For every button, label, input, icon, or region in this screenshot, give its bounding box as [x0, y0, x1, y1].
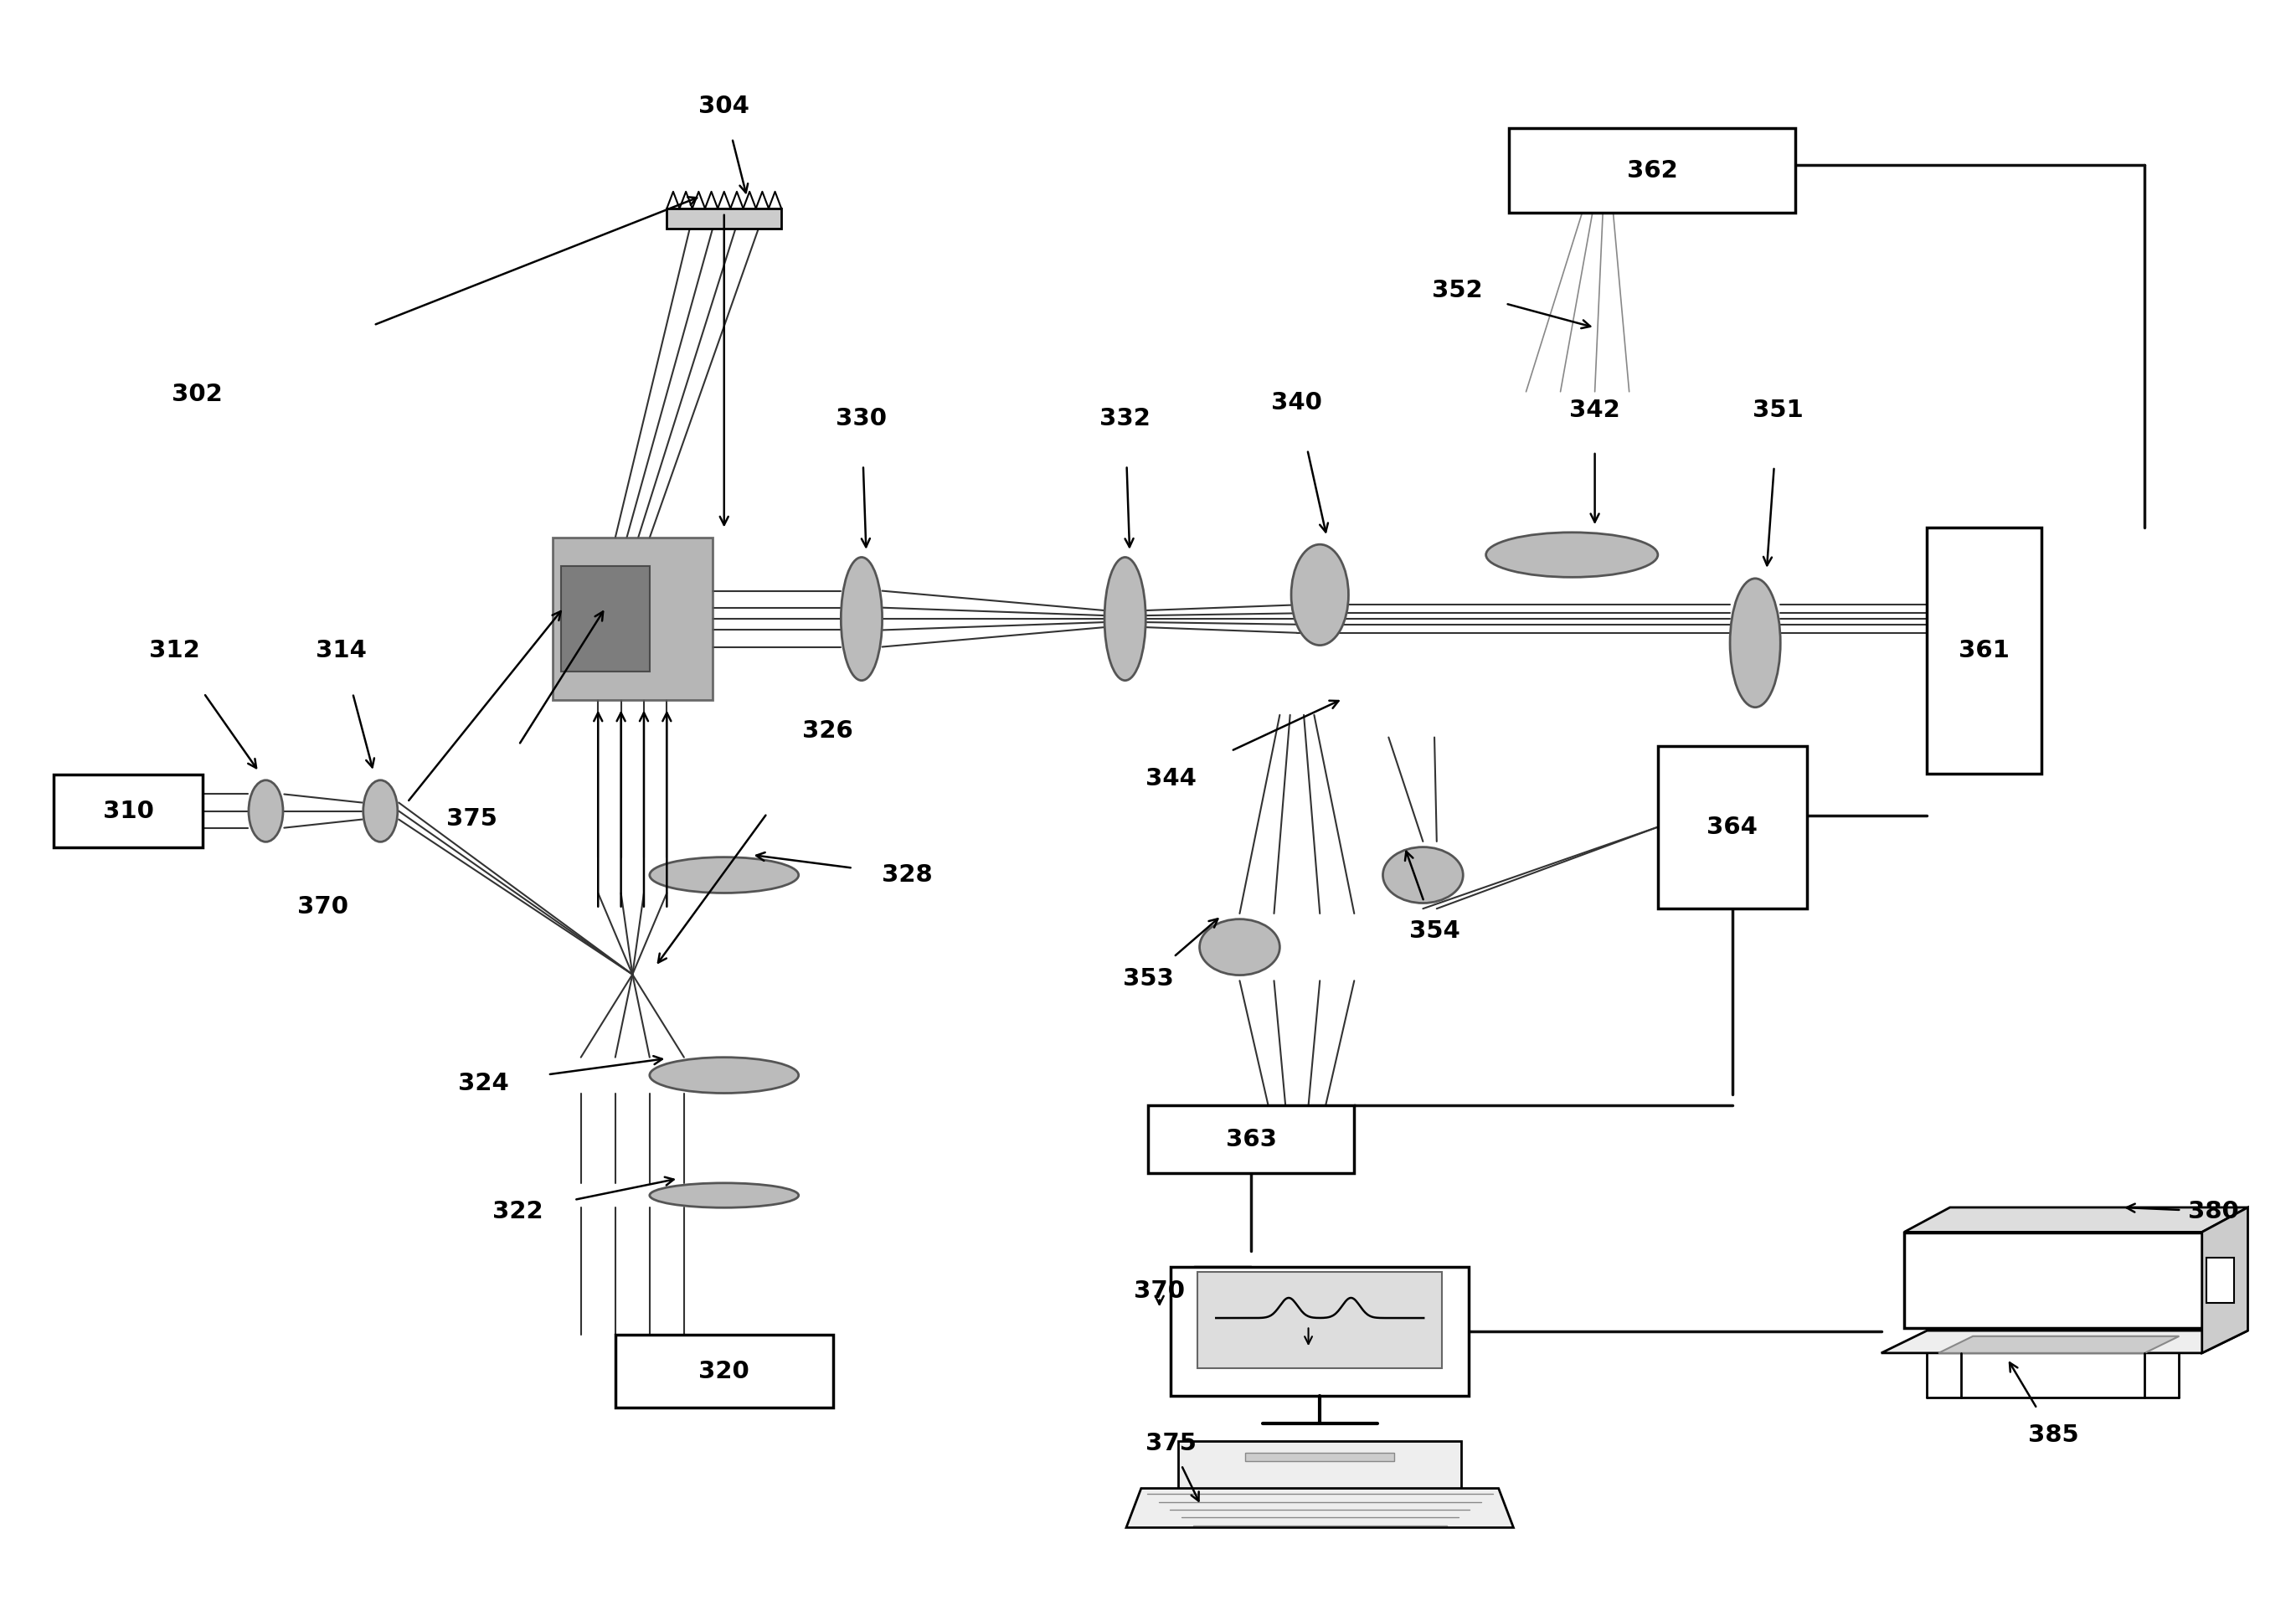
Polygon shape: [1903, 1208, 2248, 1232]
Text: 304: 304: [698, 95, 748, 119]
Bar: [1199, 1272, 1442, 1368]
Bar: [1903, 1232, 2202, 1328]
Polygon shape: [2202, 1208, 2248, 1352]
Text: 385: 385: [2027, 1425, 2078, 1447]
Text: 332: 332: [1100, 406, 1150, 430]
Text: 354: 354: [1410, 919, 1460, 943]
Ellipse shape: [840, 557, 882, 681]
Bar: [1244, 1452, 1394, 1461]
Text: 344: 344: [1146, 768, 1196, 790]
Text: 375: 375: [445, 808, 498, 830]
Ellipse shape: [1199, 919, 1279, 975]
Bar: [1508, 128, 1795, 212]
Text: 320: 320: [698, 1360, 748, 1383]
Polygon shape: [1880, 1331, 2248, 1352]
Ellipse shape: [650, 1184, 799, 1208]
Ellipse shape: [1486, 532, 1658, 577]
Text: 363: 363: [1226, 1127, 1277, 1152]
Ellipse shape: [650, 1057, 799, 1094]
Text: 302: 302: [172, 382, 223, 406]
Polygon shape: [1938, 1336, 2179, 1352]
Bar: [2206, 1257, 2234, 1302]
Text: 312: 312: [149, 639, 200, 663]
Ellipse shape: [1382, 846, 1463, 903]
Text: 326: 326: [801, 719, 852, 742]
Text: 380: 380: [2188, 1200, 2239, 1224]
Text: 324: 324: [459, 1071, 510, 1095]
Text: 362: 362: [1626, 159, 1678, 181]
Bar: [666, 209, 781, 228]
Bar: [1148, 1105, 1355, 1172]
Ellipse shape: [1290, 544, 1348, 646]
Text: 340: 340: [1272, 390, 1322, 414]
Ellipse shape: [363, 781, 397, 842]
Text: 353: 353: [1123, 967, 1173, 991]
Ellipse shape: [650, 858, 799, 893]
Bar: [615, 1335, 833, 1408]
Polygon shape: [1127, 1489, 1513, 1527]
Bar: [1926, 528, 2041, 774]
Ellipse shape: [248, 781, 282, 842]
Text: 352: 352: [1433, 279, 1483, 302]
Ellipse shape: [1729, 578, 1779, 707]
Bar: [53, 774, 202, 848]
Text: 342: 342: [1570, 398, 1621, 422]
Bar: [1178, 1441, 1460, 1502]
Text: 351: 351: [1752, 398, 1805, 422]
Text: 361: 361: [1958, 639, 2009, 663]
Text: 370: 370: [1134, 1280, 1185, 1302]
Text: 314: 314: [317, 639, 367, 663]
Bar: [1171, 1267, 1469, 1396]
Ellipse shape: [1104, 557, 1146, 681]
Text: 330: 330: [836, 406, 886, 430]
Text: 310: 310: [103, 800, 154, 822]
Text: 375: 375: [1146, 1433, 1196, 1455]
Bar: [553, 538, 712, 700]
Text: 322: 322: [494, 1200, 544, 1224]
Text: 370: 370: [298, 896, 349, 919]
Text: 364: 364: [1706, 816, 1759, 838]
Bar: [563, 565, 650, 671]
Bar: [1658, 745, 1807, 909]
Text: 328: 328: [882, 864, 932, 887]
